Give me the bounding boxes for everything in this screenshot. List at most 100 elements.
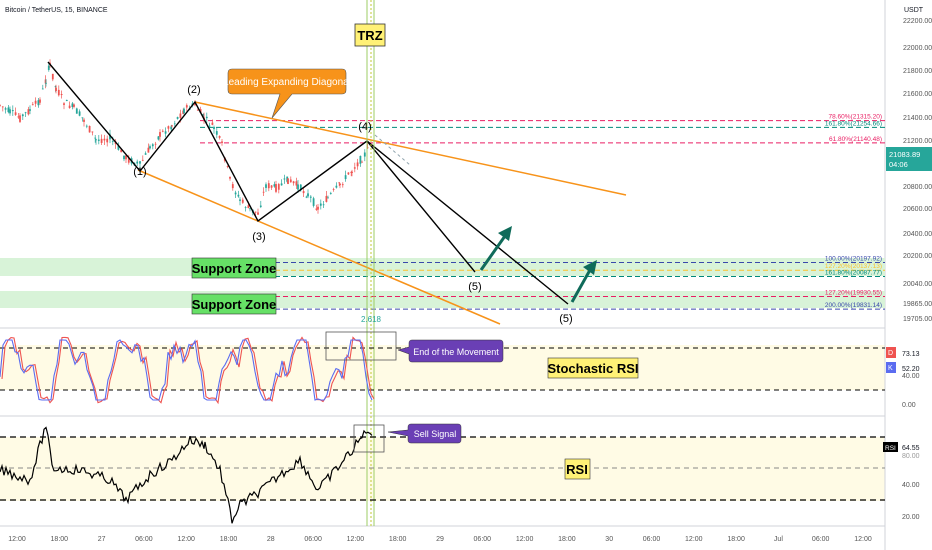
- diagonal-callout-text: Leading Expanding Diagonal: [223, 77, 351, 88]
- symbol-header: Bitcoin / TetherUS, 15, BINANCE: [5, 7, 108, 14]
- price-tick: 21800.00: [903, 68, 932, 75]
- time-tick: 30: [605, 536, 613, 543]
- candle-body: [335, 185, 338, 188]
- candle-body: [202, 113, 205, 119]
- candle-body: [7, 107, 10, 113]
- fib-label-1: 161.80%(21254.66): [825, 120, 882, 127]
- candle-body: [117, 145, 120, 150]
- candle-body: [11, 110, 14, 112]
- time-tick: 18:00: [389, 536, 407, 543]
- time-tick: 06:00: [135, 536, 153, 543]
- diagonal-upper-line[interactable]: [194, 101, 627, 196]
- price-tick: 20600.00: [903, 206, 932, 213]
- currency-label: USDT: [904, 7, 924, 14]
- rsi-band: [0, 437, 885, 501]
- time-tick: 28: [267, 536, 275, 543]
- candle-body: [247, 205, 250, 209]
- support-zone-1-label: Support Zone: [192, 261, 277, 276]
- candle-body: [17, 116, 20, 118]
- candle-body: [97, 139, 100, 141]
- candle-body: [1, 106, 4, 108]
- diagonal-callout[interactable]: Leading Expanding Diagonal: [223, 68, 351, 119]
- candle-body: [136, 161, 139, 164]
- candle-body: [78, 111, 81, 116]
- candle-body: [339, 183, 341, 186]
- candle-body: [81, 117, 84, 119]
- rsi-tick-40: 40.00: [902, 482, 920, 489]
- support-zone-2-label-box[interactable]: [191, 293, 277, 315]
- candle-body: [147, 147, 150, 153]
- end-of-movement-callout[interactable]: End of the Movement: [397, 339, 504, 363]
- candle-body: [57, 89, 60, 96]
- candle-body: [194, 102, 196, 106]
- candle-body: [244, 207, 247, 208]
- candle-body: [71, 103, 74, 107]
- candle-body: [176, 117, 179, 119]
- candle-body: [144, 153, 147, 155]
- candle-body: [125, 155, 127, 160]
- time-tick: 12:00: [685, 536, 703, 543]
- candle-body: [91, 131, 94, 133]
- time-tick: 12:00: [8, 536, 26, 543]
- candle-body: [315, 208, 318, 210]
- candle-body: [24, 112, 27, 114]
- candle-body: [302, 191, 305, 194]
- candle-body: [196, 109, 199, 111]
- wave-label-1: (1): [133, 166, 146, 178]
- candle-body: [275, 184, 277, 192]
- candle-body: [27, 109, 30, 115]
- stoch-k-line: [0, 339, 373, 401]
- candle-body: [199, 109, 202, 113]
- candle-body: [218, 136, 221, 138]
- stoch-title: Stochastic RSI: [547, 361, 638, 376]
- candle-body: [45, 82, 47, 84]
- candle-body: [164, 131, 167, 134]
- wave-label-5b: (5): [559, 313, 572, 325]
- wave-path-alternate[interactable]: [366, 140, 569, 305]
- fib-label-7: 200.00%(19831.14): [825, 302, 882, 309]
- candle-body: [68, 105, 71, 109]
- support-zone-2-label: Support Zone: [192, 297, 277, 312]
- arrow-up-2: [570, 260, 597, 303]
- wave-path-primary[interactable]: [47, 61, 476, 273]
- fib-label-6: 127.20%(19930.55): [825, 289, 882, 296]
- fib-label-3: 100.00%(20197.92): [825, 256, 882, 263]
- price-tick: 21400.00: [903, 115, 932, 122]
- candle-body: [270, 185, 273, 188]
- candle-body: [120, 149, 123, 153]
- price-tick: 21600.00: [903, 91, 932, 98]
- fib-label-0: 78.60%(21315.20): [829, 114, 883, 121]
- candle-body: [307, 193, 309, 197]
- support-zone-1-band: [0, 258, 885, 276]
- candle-body: [332, 189, 335, 190]
- candle-body: [47, 65, 50, 70]
- price-tick: 21200.00: [903, 138, 932, 145]
- candle-body: [123, 155, 125, 160]
- rsi-value: 64.55: [902, 445, 920, 452]
- candle-body: [359, 155, 362, 164]
- candle-body: [239, 199, 241, 201]
- candle-body: [363, 152, 366, 157]
- candle-body: [213, 126, 215, 130]
- candle-body: [65, 99, 68, 102]
- price-tick: 19865.00: [903, 301, 932, 308]
- time-tick: 06:00: [812, 536, 830, 543]
- diagonal-lower-line[interactable]: [137, 169, 501, 325]
- sell-signal-callout[interactable]: Sell Signal: [387, 423, 462, 444]
- candle-body: [170, 126, 173, 130]
- candle-body: [151, 144, 154, 147]
- candle-body: [295, 181, 298, 186]
- price-tick: 20040.00: [903, 281, 932, 288]
- time-axis[interactable]: 12:00 18:00 27 06:00 12:00 18:00 28 06:00 12:00 1…: [8, 536, 872, 543]
- candle-body: [14, 112, 17, 115]
- last-price-countdown: 04:06: [889, 160, 908, 169]
- candle-body: [322, 204, 325, 206]
- time-tick: 06:00: [643, 536, 661, 543]
- candle-body: [234, 192, 237, 195]
- projection-dash: [374, 134, 411, 166]
- candle-body: [34, 100, 37, 104]
- candle-body: [83, 119, 85, 122]
- trz-label-box[interactable]: [354, 23, 386, 47]
- support-zone-1-label-box[interactable]: [191, 257, 277, 279]
